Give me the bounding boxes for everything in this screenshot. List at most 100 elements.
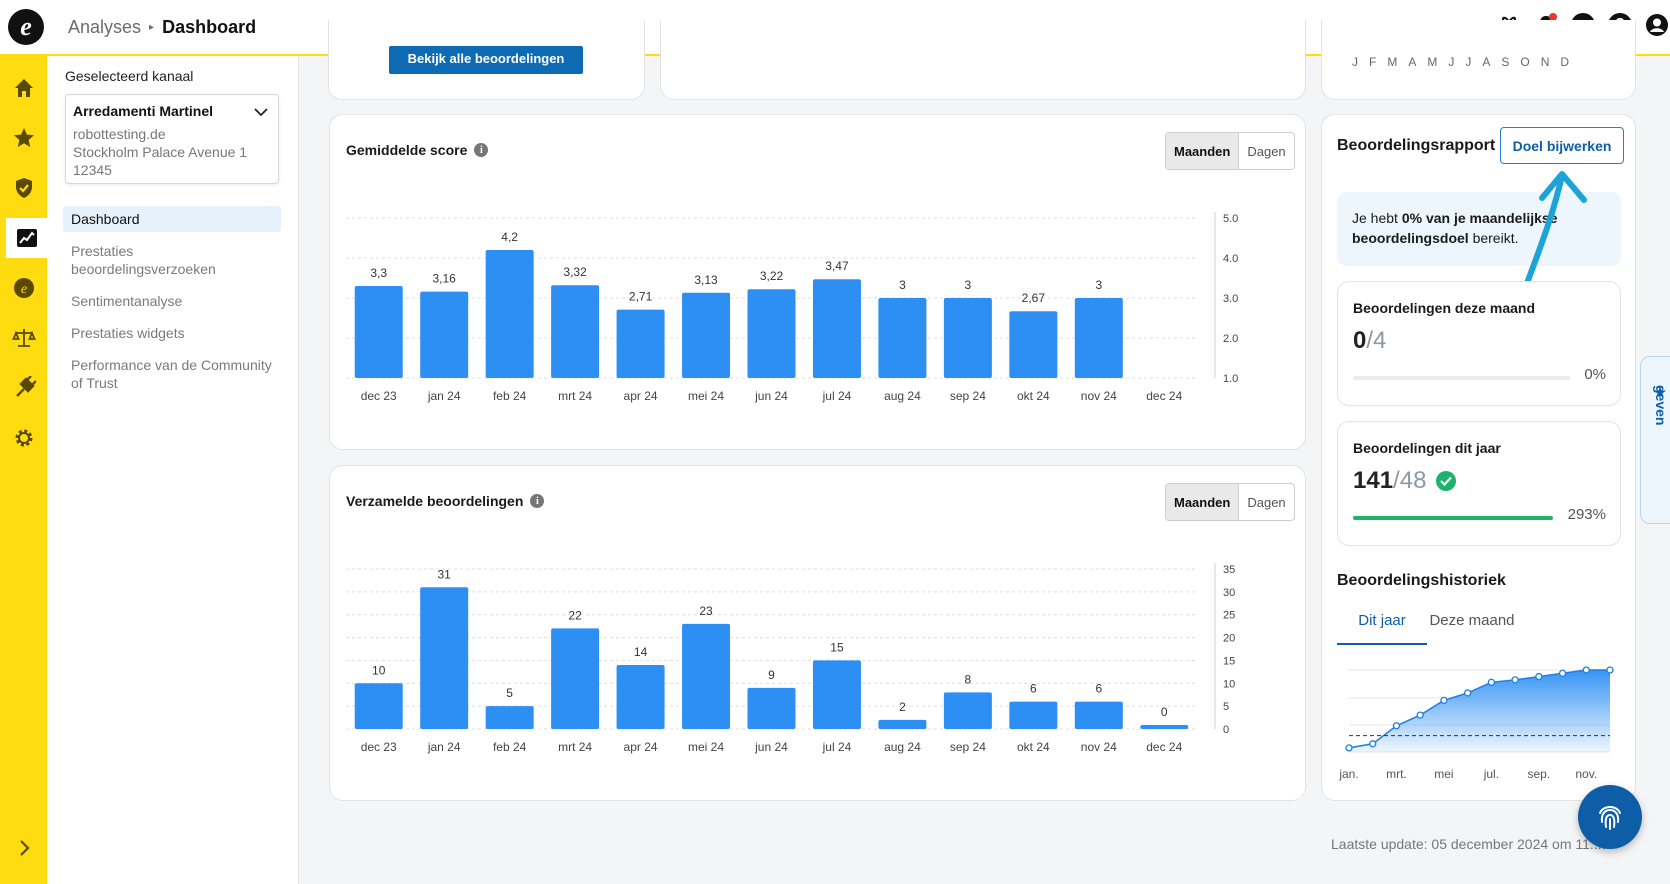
- view-all-reviews-button[interactable]: Bekijk alle beoordelingen: [389, 46, 583, 74]
- review-report-title: Beoordelingsrapport: [1337, 137, 1496, 154]
- bar-value-label: 5: [506, 686, 513, 700]
- bar-value-label: 2,71: [629, 290, 653, 304]
- chat-button[interactable]: [1578, 785, 1642, 849]
- history-area: [1349, 670, 1610, 752]
- y-tick-label: 1.0: [1223, 373, 1238, 385]
- x-tick-label: mrt.: [1386, 767, 1407, 781]
- month-percent: 0%: [1584, 366, 1606, 383]
- bar: [354, 286, 403, 378]
- logo[interactable]: e: [8, 9, 44, 45]
- year-progress-fill: [1353, 516, 1553, 520]
- user-icon[interactable]: [1644, 12, 1670, 38]
- month-card-partial: [1321, 20, 1636, 100]
- bar-value-label: 14: [634, 645, 648, 659]
- toggle-days[interactable]: Dagen: [1247, 494, 1286, 510]
- tab-this-month[interactable]: Deze maand: [1429, 612, 1515, 629]
- bar-value-label: 3,13: [694, 273, 718, 287]
- info-icon[interactable]: i: [530, 494, 545, 508]
- info-icon[interactable]: i: [474, 143, 489, 157]
- bar-value-label: 6: [1030, 682, 1037, 696]
- bar: [747, 687, 796, 729]
- bar-value-label: 31: [438, 567, 452, 581]
- channel-label: Geselecteerd kanaal: [65, 68, 194, 84]
- plug-icon[interactable]: [0, 368, 47, 408]
- bar-value-label: 3: [1095, 278, 1102, 292]
- nav-widget-performance[interactable]: Prestaties widgets: [71, 325, 185, 341]
- x-tick-label: aug 24: [884, 389, 921, 403]
- history-point: [1606, 666, 1614, 674]
- x-tick-label: apr 24: [624, 389, 658, 403]
- x-tick-label: sep 24: [950, 740, 986, 754]
- nav-dashboard[interactable]: Dashboard: [63, 206, 281, 232]
- x-tick-label: jun 24: [754, 389, 788, 403]
- x-tick-label: dec 23: [361, 740, 397, 754]
- fingerprint-icon: [1599, 806, 1621, 830]
- history-point: [1463, 689, 1472, 697]
- tab-this-year[interactable]: Dit jaar: [1337, 612, 1427, 645]
- history-point: [1511, 676, 1519, 684]
- bar-value-label: 2: [899, 700, 906, 714]
- feedback-tab[interactable]: ★ Feedback geven: [1640, 356, 1670, 524]
- bar: [682, 623, 731, 729]
- home-icon[interactable]: [0, 68, 47, 108]
- history-tabs: Dit jaar Deze maand: [1337, 612, 1517, 645]
- x-tick-label: nov 24: [1081, 740, 1117, 754]
- bar-value-label: 22: [568, 608, 582, 622]
- x-tick-label: mrt 24: [558, 740, 592, 754]
- breadcrumb-analyses[interactable]: Analyses: [68, 16, 142, 37]
- chevron-right-icon[interactable]: [0, 828, 47, 868]
- bar-value-label: 8: [965, 672, 972, 686]
- gear-icon[interactable]: [0, 418, 47, 458]
- x-tick-label: jul 24: [822, 740, 852, 754]
- bar-value-label: 9: [768, 668, 775, 682]
- bar: [878, 719, 927, 729]
- analytics-icon[interactable]: [6, 218, 47, 258]
- shield-icon[interactable]: [0, 168, 47, 208]
- toggle-months[interactable]: Maanden: [1166, 133, 1240, 169]
- channel-selector[interactable]: Arredamenti Martinel robottesting.de Sto…: [65, 94, 279, 184]
- bar: [485, 706, 534, 729]
- bar: [812, 279, 861, 378]
- x-tick-label: jul.: [1483, 767, 1499, 781]
- last-update-text: Laatste update: 05 december 2024 om 11:.…: [1331, 836, 1606, 852]
- x-tick-label: jan 24: [427, 389, 461, 403]
- trustedshops-icon[interactable]: e: [0, 268, 47, 308]
- average-score-title: Gemiddelde score i: [346, 142, 489, 158]
- x-tick-label: jan 24: [427, 740, 461, 754]
- nav-request-performance[interactable]: Prestaties beoordelingsverzoeken: [71, 243, 216, 277]
- y-tick-label: 3.0: [1223, 293, 1238, 305]
- toggle-months[interactable]: Maanden: [1166, 484, 1240, 520]
- x-tick-label: apr 24: [624, 740, 658, 754]
- bar-value-label: 3,47: [825, 259, 849, 273]
- x-tick-label: sep 24: [950, 389, 986, 403]
- bar: [420, 291, 469, 378]
- bar: [1074, 701, 1123, 729]
- check-circle-icon: [1436, 471, 1457, 491]
- bar: [1009, 311, 1058, 378]
- history-point: [1369, 740, 1377, 748]
- bar-value-label: 3: [899, 278, 906, 292]
- overview-card-partial: [660, 20, 1306, 100]
- y-tick-label: 5.0: [1223, 213, 1238, 225]
- nav-sentiment-analysis[interactable]: Sentimentanalyse: [71, 293, 183, 309]
- bar: [943, 298, 992, 378]
- x-tick-label: mrt 24: [558, 389, 592, 403]
- toggle-days[interactable]: Dagen: [1247, 143, 1286, 159]
- bar: [878, 298, 927, 378]
- star-icon[interactable]: [0, 118, 47, 158]
- review-history-title: Beoordelingshistoriek: [1337, 572, 1506, 589]
- collected-reviews-title: Verzamelde beoordelingen i: [346, 493, 545, 509]
- history-point: [1416, 711, 1424, 719]
- x-tick-label: dec 24: [1146, 389, 1182, 403]
- x-tick-label: dec 23: [361, 389, 397, 403]
- x-tick-label: okt 24: [1017, 740, 1050, 754]
- bar: [747, 289, 796, 378]
- chevron-down-icon[interactable]: [254, 107, 268, 117]
- update-goal-button[interactable]: Doel bijwerken: [1500, 127, 1624, 164]
- x-tick-label: dec 24: [1146, 740, 1182, 754]
- bar-value-label: 15: [830, 640, 844, 654]
- reviews-this-year-title: Beoordelingen dit jaar: [1353, 440, 1501, 456]
- scales-icon[interactable]: [0, 318, 47, 358]
- bar-value-label: 3,22: [760, 269, 784, 283]
- nav-community-of-trust[interactable]: Performance van de Community of Trust: [71, 357, 272, 391]
